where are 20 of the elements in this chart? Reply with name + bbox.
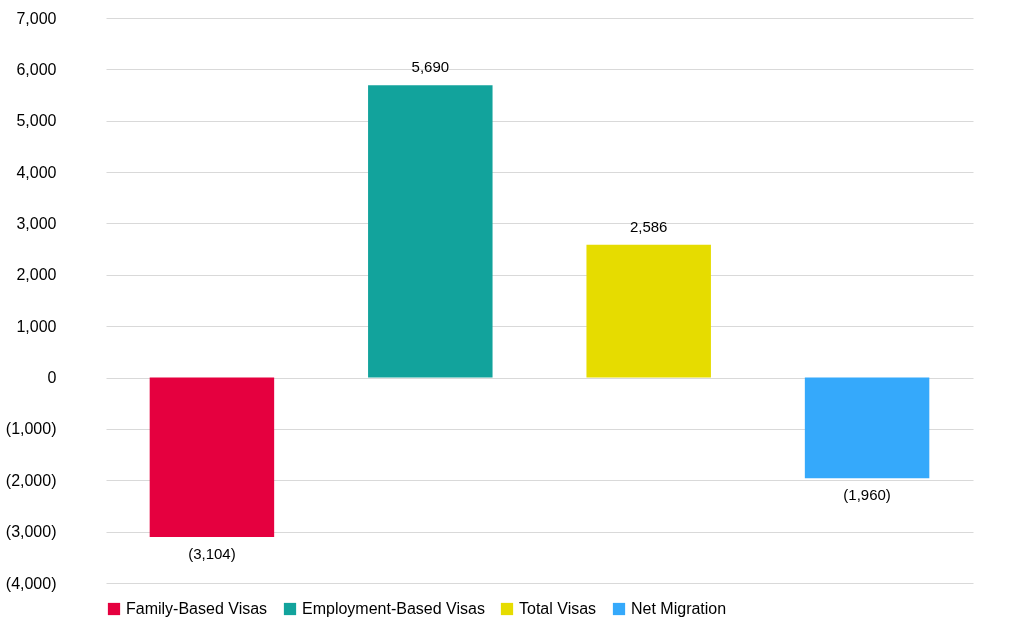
y-tick-label: 7,000 <box>16 9 57 27</box>
data-label: (3,104) <box>188 544 236 562</box>
y-tick-label: 2,000 <box>16 266 57 284</box>
legend-label: Employment-Based Visas <box>302 600 485 617</box>
y-tick-label: 0 <box>47 369 57 387</box>
data-label: (1,960) <box>843 486 891 504</box>
legend-label: Family-Based Visas <box>126 600 268 617</box>
y-tick-label: (3,000) <box>5 523 57 541</box>
data-label: 2,586 <box>629 217 668 235</box>
y-tick-label: 1,000 <box>16 317 57 335</box>
y-tick-label: (4,000) <box>5 574 57 592</box>
legend-label: Total Visas <box>519 600 597 617</box>
y-tick-label: (1,000) <box>5 420 57 438</box>
legend-label: Net Migration <box>631 600 727 617</box>
y-tick-label: (2,000) <box>5 471 57 489</box>
y-tick-label: 5,000 <box>16 112 57 130</box>
y-tick-label: 4,000 <box>16 163 57 181</box>
y-tick-label: 6,000 <box>16 60 57 78</box>
data-label: 5,690 <box>411 58 450 76</box>
y-tick-label: 3,000 <box>16 214 57 232</box>
